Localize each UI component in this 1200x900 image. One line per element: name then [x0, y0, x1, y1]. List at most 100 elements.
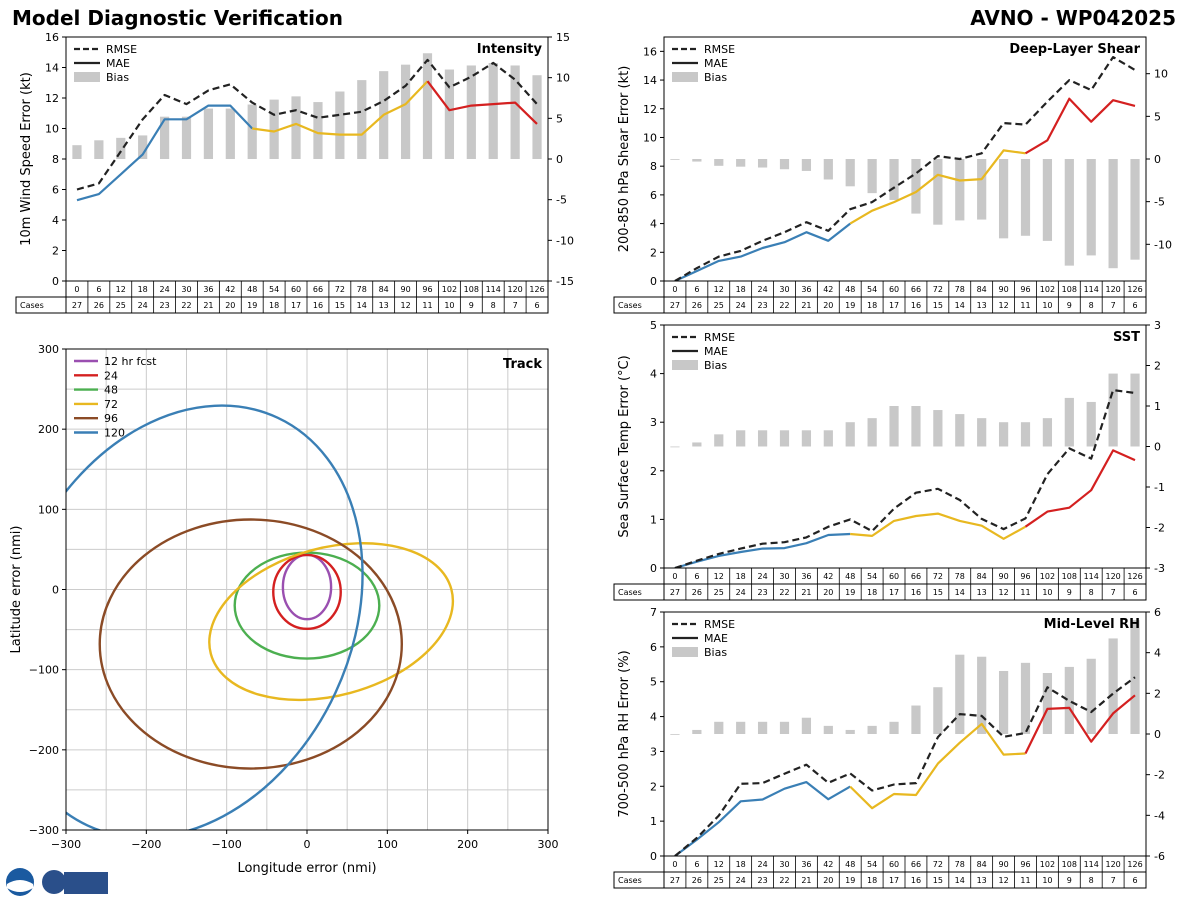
rh-cases-value: 26	[692, 876, 702, 885]
shear-tau-label: 48	[845, 285, 855, 294]
sst-cases-value: 17	[889, 588, 899, 597]
rh-cases-value: 12	[998, 876, 1008, 885]
sst-tau-label: 54	[867, 572, 877, 581]
track-ellipse-group	[66, 404, 455, 830]
rh-tau-label: 84	[977, 860, 987, 869]
rh-tau-label: 12	[714, 860, 724, 869]
rh-mae-line	[674, 780, 851, 857]
shear-tau-label: 18	[736, 285, 746, 294]
rh-cases-row	[613, 871, 1147, 889]
intensity-cases-value: 25	[116, 301, 126, 310]
shear-y2tick-label: -5	[1154, 196, 1165, 209]
intensity-bias-bar	[203, 108, 214, 159]
intensity-cases-value: 15	[335, 301, 345, 310]
rh-ytick-label: 1	[650, 815, 657, 828]
track-xtick-label: 100	[377, 838, 398, 851]
shear-ytick-label: 8	[650, 160, 657, 173]
shear-ytick-label: 6	[650, 189, 657, 202]
shear-bias-bar	[670, 159, 680, 160]
sst-y2tick-label: 0	[1154, 441, 1161, 454]
intensity-tau-label: 30	[181, 285, 191, 294]
rh-bias-bar	[1108, 638, 1118, 734]
intensity-cases-value: 7	[513, 301, 518, 310]
sst-y2tick-label: -2	[1154, 522, 1165, 535]
sst-bias-bar	[757, 430, 768, 447]
rh-legend-bias-label: Bias	[704, 646, 727, 659]
intensity-bias-bar	[72, 145, 82, 159]
track-ellipse-96	[98, 518, 403, 770]
shear-ytick-label: 10	[643, 131, 657, 144]
shear-bias-bar	[1086, 159, 1096, 256]
intensity-rmse-line	[76, 58, 538, 191]
rh-cases-value: 23	[757, 876, 767, 885]
shear-cases-value: 14	[955, 301, 965, 310]
rh-ytick-label: 4	[650, 711, 657, 724]
rh-cases-value: 14	[955, 876, 965, 885]
intensity-bias-bar	[225, 108, 235, 159]
rh-cases-value: 27	[670, 876, 680, 885]
shear-ytick-label: 4	[650, 218, 657, 231]
intensity-mae-line	[76, 104, 253, 202]
shear-tau-label: 0	[672, 285, 677, 294]
shear-bias-bar	[889, 159, 899, 200]
sst-bias-bar	[911, 406, 921, 447]
track-ellipse-24	[272, 553, 342, 631]
sst-y2tick-label: -3	[1154, 562, 1165, 575]
shear-cases-value: 16	[911, 301, 921, 310]
intensity-bias-bar	[444, 69, 455, 159]
sst-tau-label: 42	[823, 572, 833, 581]
shear-cases-value: 11	[1020, 301, 1030, 310]
rh-tau-label: 6	[694, 860, 699, 869]
shear-bias-bar	[998, 159, 1009, 239]
intensity-cases-value: 8	[491, 301, 496, 310]
rh-cases-value: 17	[889, 876, 899, 885]
sst-cases-value: 10	[1042, 588, 1052, 597]
sst-tau-label: 84	[977, 572, 987, 581]
intensity-cases-value: 18	[269, 301, 279, 310]
rh-cases-value: 24	[736, 876, 746, 885]
rh-cases-value: 9	[1067, 876, 1072, 885]
cira-logo-icon	[42, 870, 66, 894]
intensity-tau-label: 114	[486, 285, 501, 294]
sst-bias-bar	[1042, 418, 1053, 447]
intensity-tau-label: 42	[225, 285, 235, 294]
rh-ylabel: 700-500 hPa RH Error (%)	[617, 650, 632, 817]
rh-ytick-label: 2	[650, 780, 657, 793]
intensity-tau-label: 36	[203, 285, 213, 294]
rh-bias-bar	[889, 721, 899, 734]
sst-cases-value: 16	[911, 588, 921, 597]
intensity-ytick-label: 14	[45, 62, 59, 75]
shear-bias-bar	[779, 159, 790, 170]
track-xtick-label: −100	[212, 838, 242, 851]
sst-tau-label: 96	[1020, 572, 1030, 581]
intensity-tau-label: 102	[442, 285, 457, 294]
rh-tau-label: 108	[1062, 860, 1077, 869]
intensity-y2tick-label: -5	[556, 194, 567, 207]
rh-cases-value: 8	[1089, 876, 1094, 885]
intensity-bias-bar	[532, 75, 542, 159]
rh-y2tick-label: 4	[1154, 647, 1161, 660]
intensity-bias-bar	[181, 116, 192, 159]
track-ellipse-120	[66, 404, 364, 830]
sst-bias-bar	[714, 434, 724, 447]
rh-bias-bar	[1042, 673, 1053, 734]
sst-bias-bar	[1020, 422, 1031, 447]
intensity-legend-bias-label: Bias	[106, 71, 129, 84]
sst-tau-label: 66	[911, 572, 921, 581]
rh-bias-bar	[1064, 666, 1074, 734]
track-ytick-label: 0	[52, 584, 59, 597]
shear-tau-label: 30	[779, 285, 789, 294]
shear-cases-value: 15	[933, 301, 943, 310]
intensity-bias-bar	[510, 65, 520, 159]
rh-cases-value: 16	[911, 876, 921, 885]
track-ylabel: Latitude error (nmi)	[9, 526, 24, 654]
track-ytick-label: 100	[38, 503, 59, 516]
shear-cases-value: 27	[670, 301, 680, 310]
rh-bias-bar	[823, 725, 833, 734]
rh-ytick-label: 5	[650, 676, 657, 689]
sst-tau-label: 114	[1084, 572, 1099, 581]
shear-tau-label: 120	[1105, 285, 1120, 294]
rh-tau-label: 0	[672, 860, 677, 869]
shear-rmse-line	[674, 55, 1136, 282]
